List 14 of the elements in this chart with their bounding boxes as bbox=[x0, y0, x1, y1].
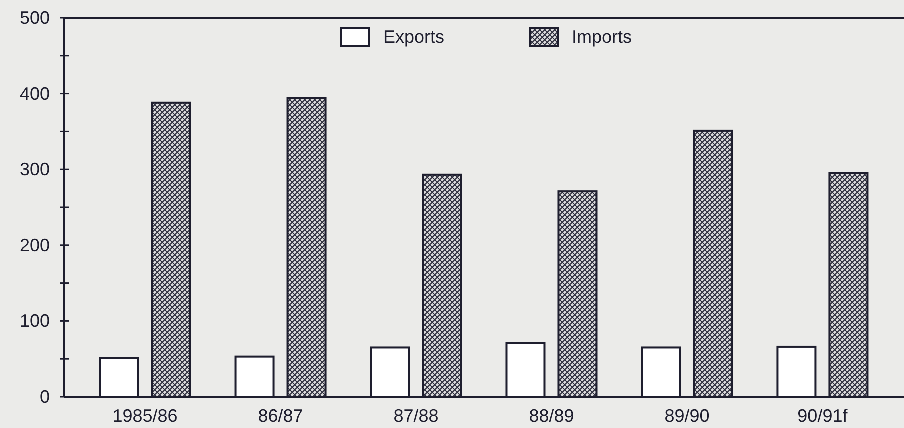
legend-label: Imports bbox=[572, 27, 632, 47]
legend-label: Exports bbox=[384, 27, 445, 47]
x-tick-label: 1985/86 bbox=[112, 406, 178, 426]
y-tick-label: 500 bbox=[20, 8, 50, 28]
x-tick-label: 87/88 bbox=[394, 406, 439, 426]
y-tick-label: 200 bbox=[20, 235, 50, 256]
y-tick-label: 0 bbox=[40, 387, 50, 407]
x-tick-label: 90/91f bbox=[798, 406, 849, 426]
x-tick-label: 86/87 bbox=[258, 406, 304, 426]
x-tick-label: 89/90 bbox=[664, 406, 710, 426]
y-tick-label: 300 bbox=[20, 160, 50, 180]
x-tick-label: 88/89 bbox=[529, 406, 574, 426]
y-tick-label: 100 bbox=[20, 311, 50, 332]
y-tick-label: 400 bbox=[20, 84, 50, 104]
